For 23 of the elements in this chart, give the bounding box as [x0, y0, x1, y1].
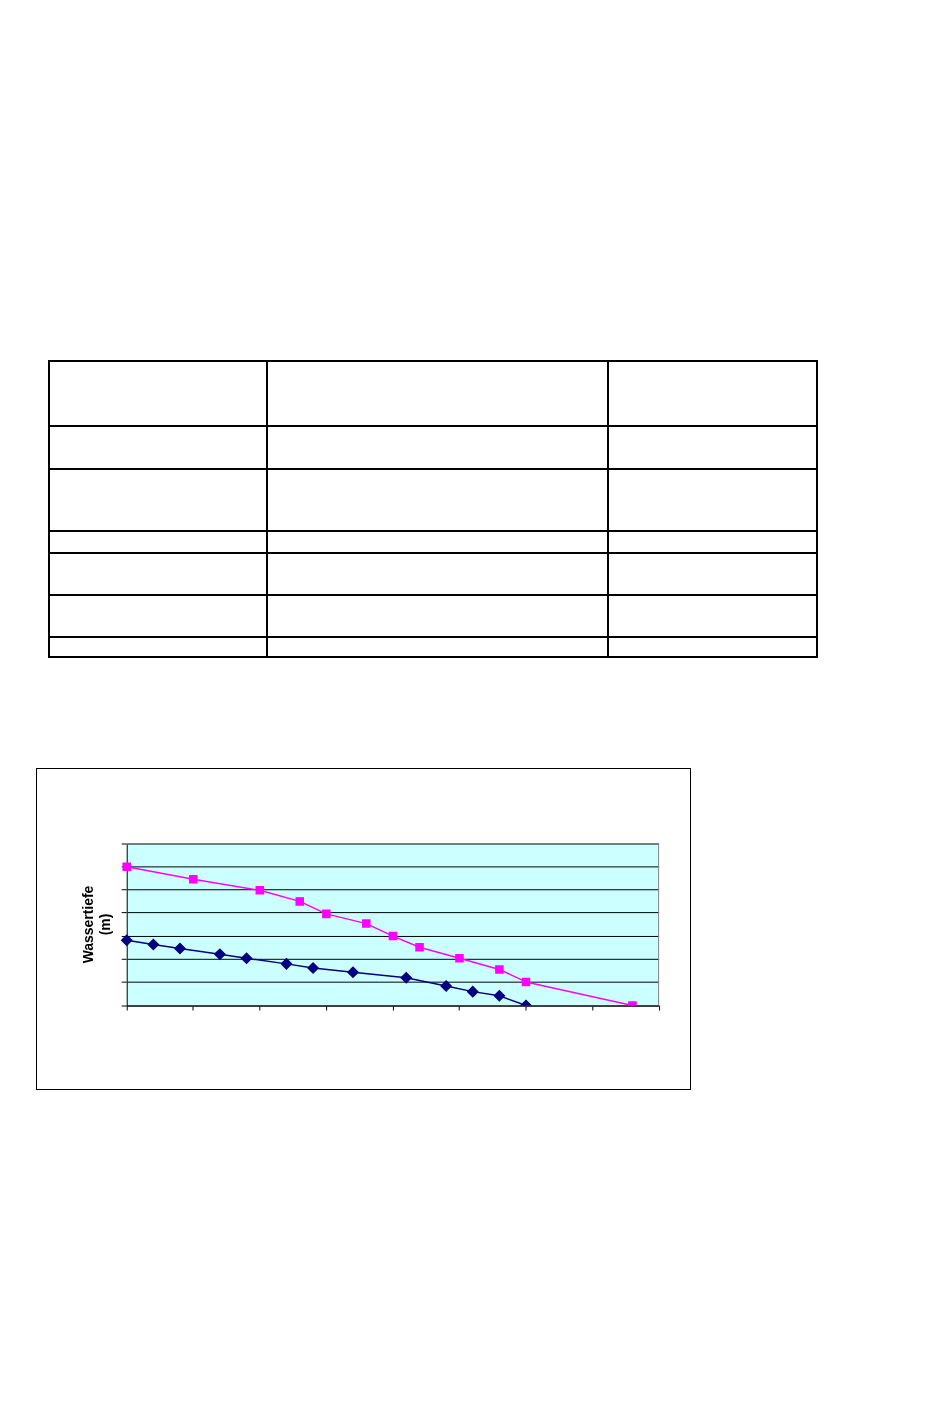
point [400, 972, 412, 984]
point [388, 931, 398, 941]
point [240, 952, 253, 965]
point [255, 886, 265, 895]
point [362, 919, 371, 928]
point [495, 965, 504, 974]
point [307, 962, 319, 974]
point [322, 909, 331, 919]
point [347, 966, 359, 978]
point [440, 980, 452, 992]
point [120, 934, 133, 946]
point [455, 954, 464, 963]
point [189, 874, 198, 884]
point [280, 958, 293, 970]
point [493, 990, 506, 1002]
point [295, 897, 305, 906]
point [214, 948, 226, 960]
point [147, 938, 160, 951]
point [521, 977, 531, 987]
y-axis-title: Wassertiefe (m) [80, 885, 113, 964]
point [174, 942, 186, 955]
point [415, 942, 424, 952]
point [467, 985, 479, 998]
